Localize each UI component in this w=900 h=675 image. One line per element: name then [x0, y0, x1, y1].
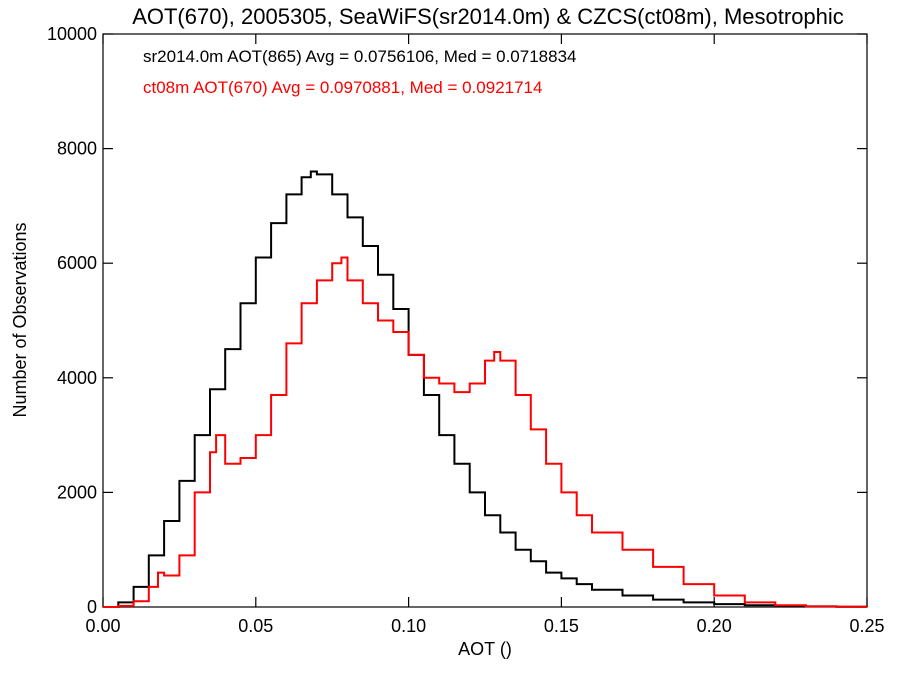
- x-tick-label: 0.20: [697, 616, 732, 636]
- chart-title: AOT(670), 2005305, SeaWiFS(sr2014.0m) & …: [132, 4, 844, 29]
- y-tick-label: 6000: [57, 253, 97, 273]
- plot-frame: [102, 33, 868, 608]
- y-tick-label: 2000: [57, 482, 97, 502]
- x-tick-label: 0.15: [544, 616, 579, 636]
- series-line-red: [103, 256, 868, 608]
- y-axis-label: Number of Observations: [10, 222, 30, 417]
- annotation-black-stats: sr2014.0m AOT(865) Avg = 0.0756106, Med …: [143, 47, 577, 66]
- x-axis: 0.00 0.05 0.10 0.15 0.20 0.25: [85, 34, 885, 636]
- x-tick-label: 0.25: [849, 616, 884, 636]
- series-layer: [103, 170, 868, 608]
- series-line-black: [103, 170, 868, 608]
- x-tick-label: 0.05: [238, 616, 273, 636]
- y-tick-label: 10000: [47, 24, 97, 44]
- y-tick-label: 0: [87, 597, 97, 617]
- annotation-red-stats: ct08m AOT(670) Avg = 0.0970881, Med = 0.…: [143, 78, 542, 97]
- y-tick-label: 8000: [57, 139, 97, 159]
- y-tick-label: 4000: [57, 368, 97, 388]
- x-tick-label: 0.10: [391, 616, 426, 636]
- x-axis-label: AOT (): [458, 639, 512, 659]
- x-tick-label: 0.00: [85, 616, 120, 636]
- y-axis: 0 2000 4000 6000 8000 10000: [47, 24, 867, 617]
